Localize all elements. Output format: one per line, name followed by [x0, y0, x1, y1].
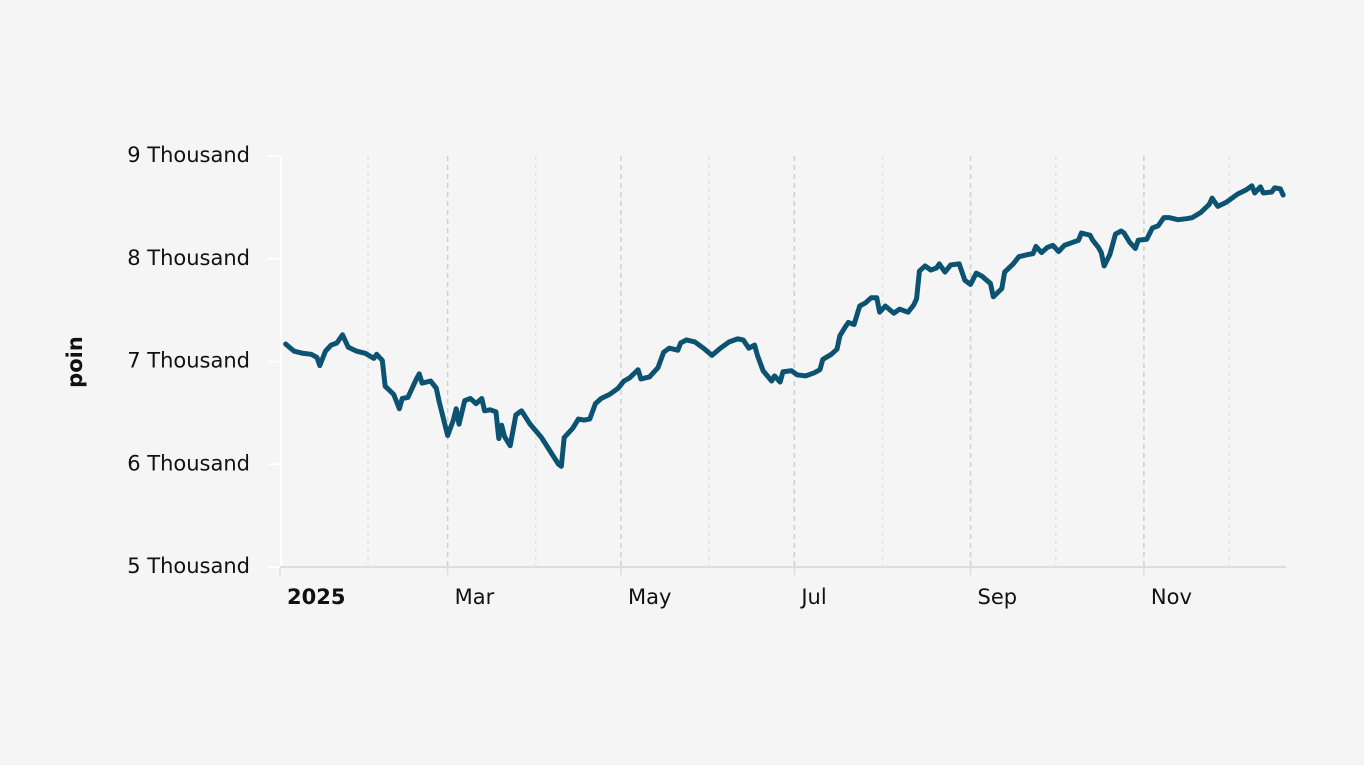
y-tick-label: 9 Thousand	[127, 143, 250, 167]
y-tick-label: 6 Thousand	[127, 451, 250, 475]
x-tick-label: Nov	[1151, 585, 1192, 609]
line	[283, 183, 1286, 469]
x-tick-label: May	[628, 585, 671, 609]
y-axis-label: poin	[63, 336, 87, 388]
x-tick-label: 2025	[287, 585, 345, 609]
y-tick-label: 7 Thousand	[127, 349, 250, 373]
x-tick-label: Jul	[799, 585, 826, 609]
y-tick-label: 5 Thousand	[127, 554, 250, 578]
x-tick-label: Sep	[978, 585, 1018, 609]
x-tick-label: Mar	[455, 585, 495, 609]
y-tick-label: 8 Thousand	[127, 246, 250, 270]
